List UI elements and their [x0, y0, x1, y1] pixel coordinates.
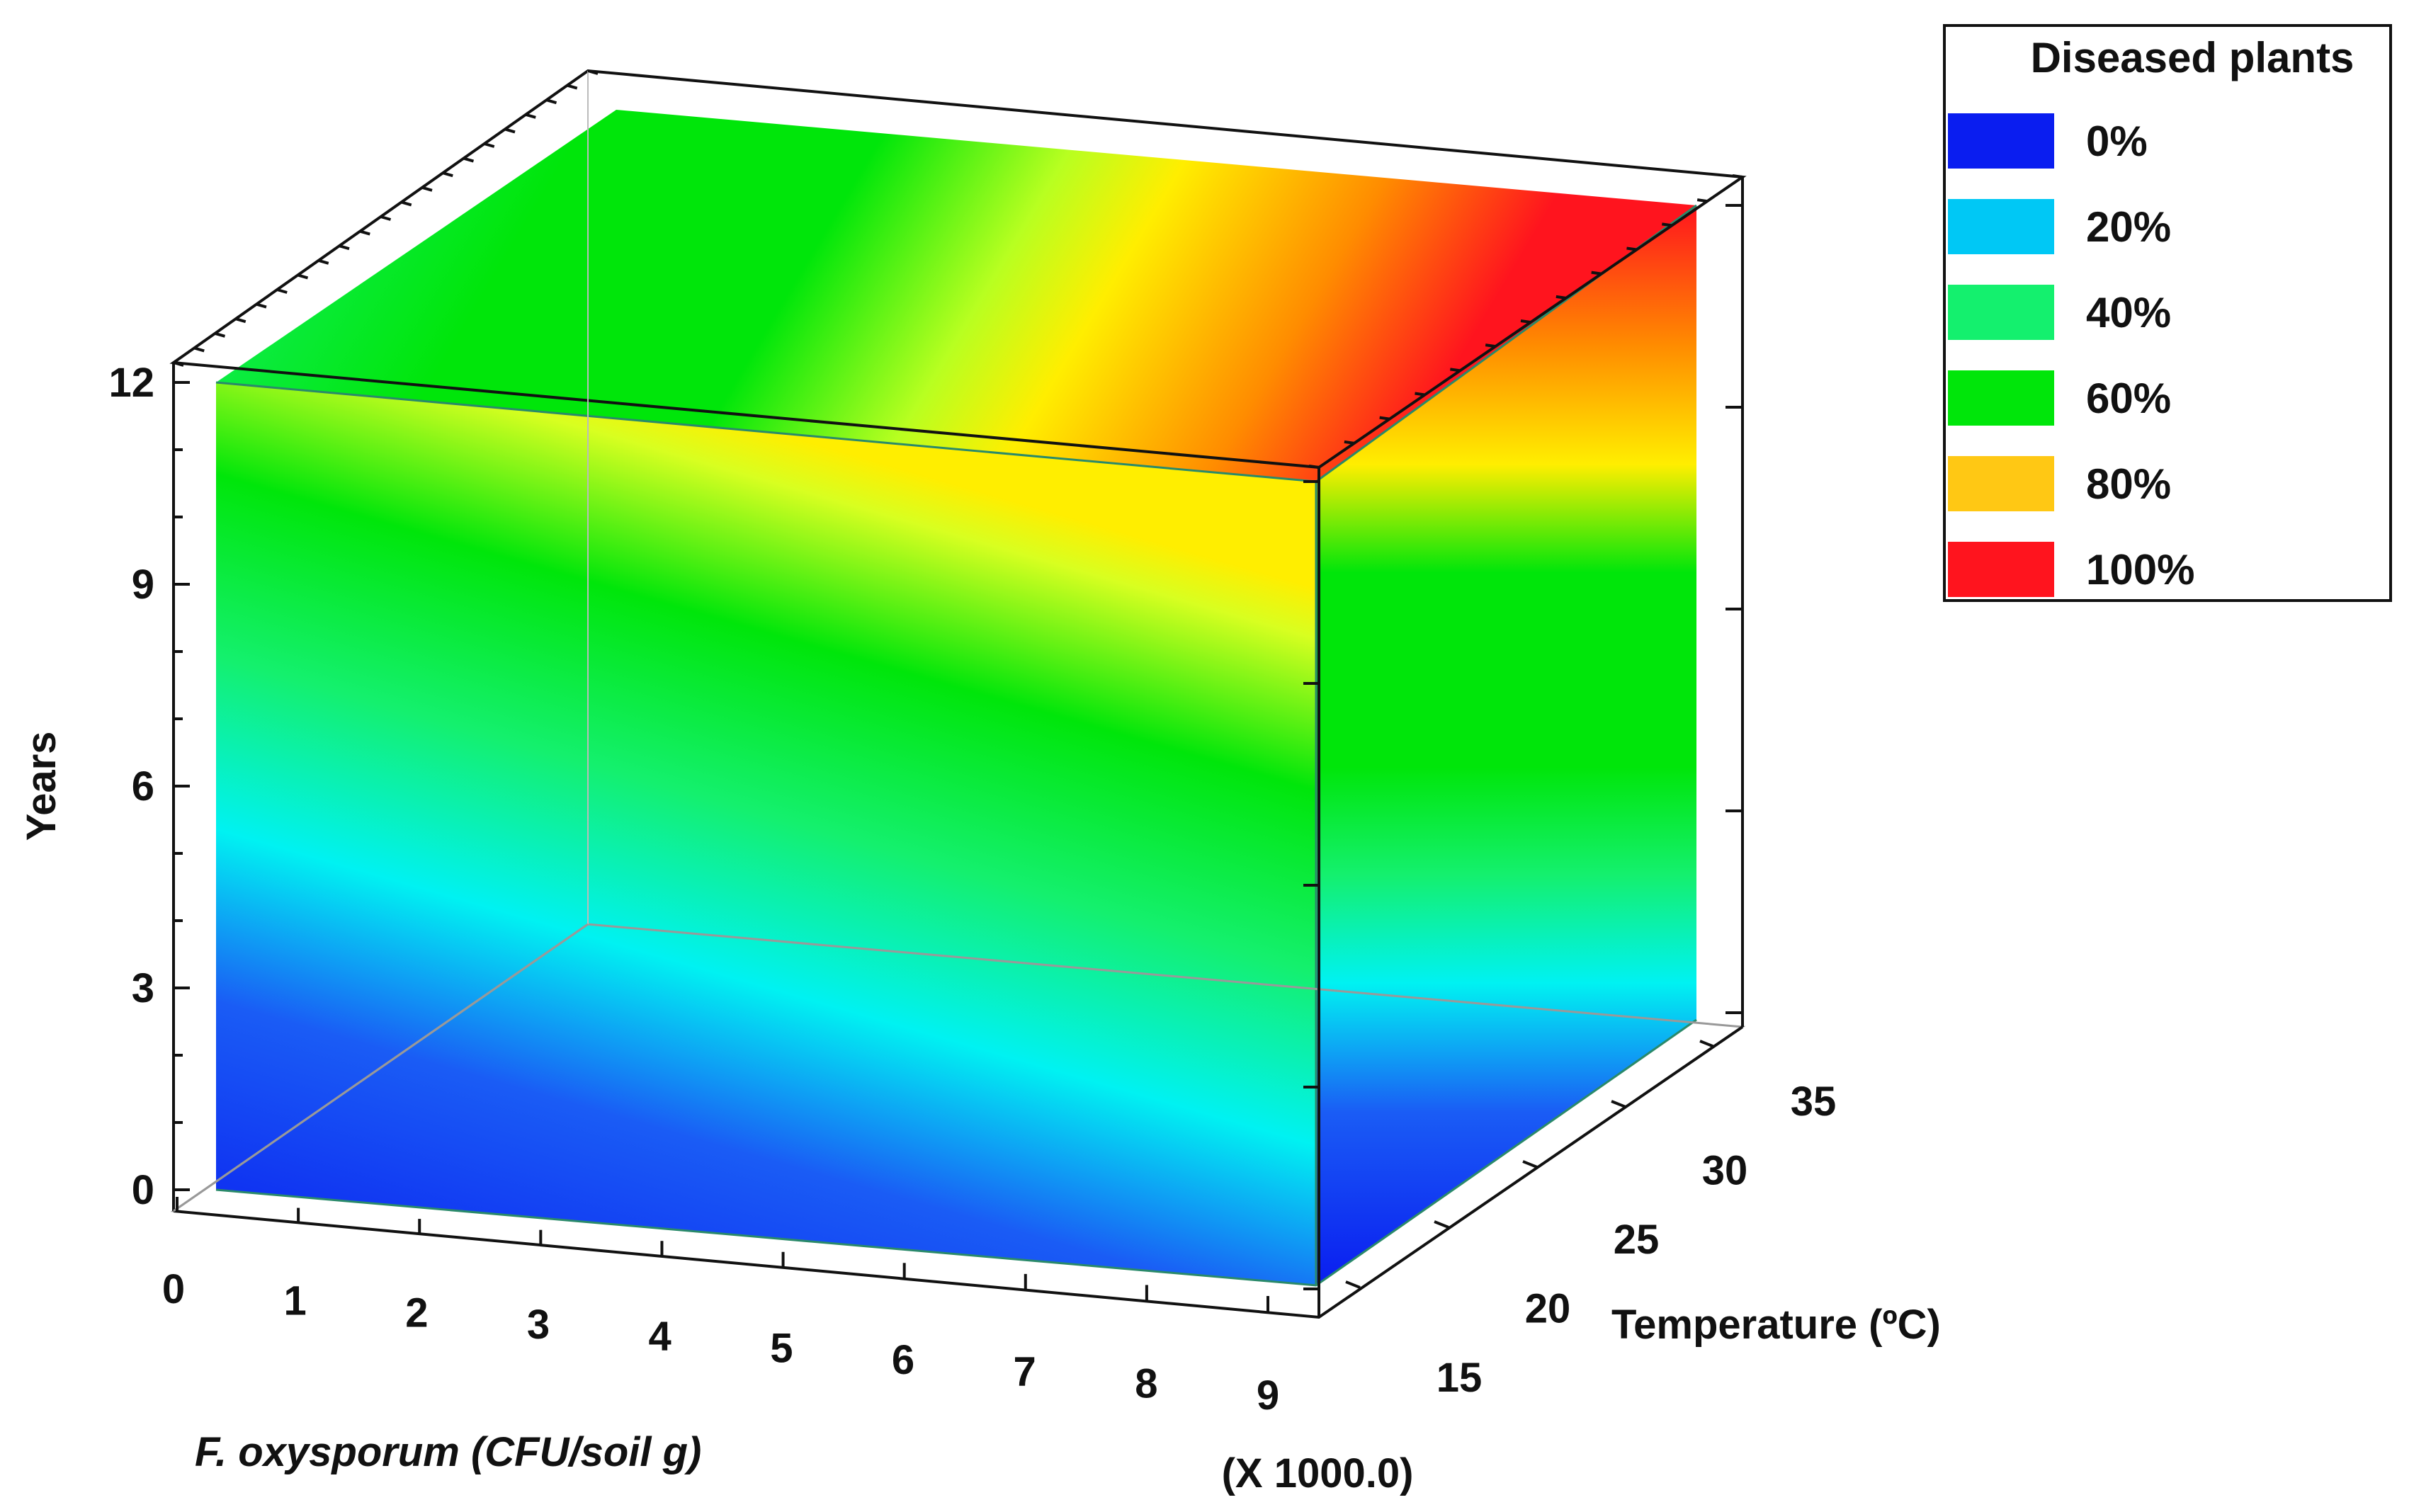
- legend-label: 40%: [2086, 289, 2171, 336]
- z-tick-label: 6: [132, 763, 154, 809]
- frame-tick: [256, 302, 267, 309]
- legend-label: 20%: [2086, 203, 2171, 251]
- y-axis-title: Temperature (ºC): [1611, 1302, 1941, 1348]
- legend: Diseased plants 0% 20% 40% 60% 80% 100%: [1943, 24, 2392, 602]
- legend-swatch: [1948, 456, 2054, 511]
- z-tick-label: 12: [108, 360, 154, 406]
- frame-tick: [1662, 222, 1672, 227]
- frame-tick: [1308, 465, 1320, 469]
- legend-swatch: [1948, 113, 2054, 169]
- frame-tick: [1696, 198, 1708, 203]
- x-tick-label: 7: [1014, 1349, 1036, 1395]
- y-tick-label: 25: [1614, 1217, 1660, 1263]
- frame-tick: [1520, 319, 1531, 324]
- frame-tick: [297, 273, 309, 280]
- y-tick: [1699, 1040, 1715, 1048]
- x-tick-label: 5: [770, 1325, 793, 1371]
- x-axis-multiplier: (X 1000.0): [1222, 1450, 1414, 1496]
- tick-marks: [173, 69, 1743, 1312]
- legend-swatch: [1948, 285, 2054, 340]
- frame-tick: [442, 171, 453, 178]
- frame-tick: [214, 331, 226, 338]
- x-tick-label: 6: [892, 1337, 914, 1383]
- frame-tick: [1415, 392, 1425, 397]
- frame-tick: [421, 186, 433, 192]
- frame-tick: [1556, 295, 1567, 300]
- z-tick-label: 9: [132, 562, 154, 608]
- cube-front-face: [216, 382, 1316, 1285]
- z-tick-label: 0: [132, 1167, 154, 1213]
- frame-tick: [525, 113, 536, 119]
- frame-tick: [463, 157, 475, 163]
- x-tick-label: 8: [1135, 1360, 1157, 1406]
- frame-tick: [235, 317, 246, 324]
- y-tick: [1434, 1220, 1449, 1229]
- legend-label: 80%: [2086, 460, 2171, 508]
- cube-top-face: [216, 110, 1696, 482]
- y-tick-label: 20: [1525, 1286, 1571, 1332]
- frame-tick: [587, 69, 599, 75]
- y-tick: [1345, 1280, 1361, 1289]
- frame-tick: [173, 361, 184, 367]
- x-axis-title: F. oxysporum (CFU/soil g): [195, 1429, 701, 1475]
- y-tick-label: 30: [1702, 1148, 1748, 1194]
- y-tick-label: 35: [1791, 1079, 1837, 1125]
- frame-tick: [545, 98, 557, 105]
- frame-tick: [318, 258, 329, 265]
- legend-swatch: [1948, 199, 2054, 254]
- x-tick-label: 9: [1257, 1372, 1279, 1419]
- legend-swatch: [1948, 542, 2054, 597]
- legend-title: Diseased plants: [2031, 34, 2354, 81]
- x-tick-label: 0: [162, 1266, 185, 1312]
- frame-tick: [380, 215, 392, 221]
- frame-tick: [567, 84, 578, 90]
- frame-tick: [1626, 246, 1637, 251]
- frame-tick: [1450, 368, 1461, 373]
- y-tick: [1522, 1160, 1538, 1169]
- legend-label: 100%: [2086, 546, 2194, 593]
- y-tick: [1611, 1100, 1626, 1108]
- frame-tick: [339, 244, 350, 251]
- frame-tick: [276, 288, 288, 294]
- frame-tick: [484, 142, 495, 148]
- x-tick-label: 2: [405, 1290, 428, 1336]
- legend-label: 0%: [2086, 118, 2148, 165]
- frame-tick: [193, 346, 205, 353]
- frame-tick: [1379, 416, 1390, 421]
- frame-tick: [1344, 440, 1355, 445]
- frame-tick: [504, 127, 516, 134]
- x-tick-label: 4: [649, 1314, 672, 1360]
- y-tick-label: 15: [1436, 1355, 1483, 1401]
- legend-swatch: [1948, 370, 2054, 426]
- x-tick-label: 1: [284, 1278, 307, 1324]
- frame-tick: [1732, 174, 1743, 178]
- axis-frame: [169, 69, 1747, 1319]
- frame-tick: [1591, 271, 1602, 275]
- z-tick-label: 3: [132, 965, 154, 1011]
- frame-tick: [1485, 343, 1496, 348]
- z-axis-title: Years: [18, 732, 64, 841]
- x-tick-label: 3: [527, 1302, 550, 1348]
- frame-tick: [401, 200, 412, 207]
- frame-tick: [359, 229, 370, 236]
- legend-label: 60%: [2086, 375, 2171, 422]
